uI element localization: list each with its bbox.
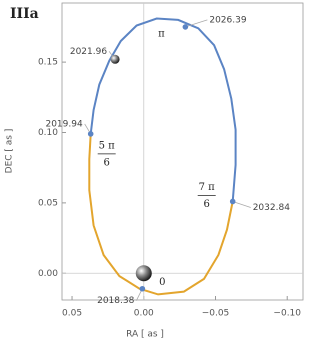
epoch-point	[139, 285, 146, 292]
y-tick-label: 0.10	[38, 128, 58, 138]
y-tick-label: 0.00	[38, 269, 58, 279]
phase-label: π	[158, 28, 165, 39]
epoch-point	[229, 198, 236, 205]
epoch-label: 2026.39	[209, 15, 246, 25]
star	[135, 265, 152, 282]
plot-frame	[61, 2, 304, 301]
x-axis-label: RA [ as ]	[126, 330, 164, 340]
epoch-point	[182, 24, 189, 30]
x-tick-label: 0.05	[62, 309, 82, 319]
x-tick-label: 0.00	[134, 309, 154, 319]
epoch-label: 2019.94	[45, 119, 82, 129]
x-tick-label: −0.10	[273, 309, 301, 319]
epoch-point	[87, 131, 94, 137]
callout-line	[232, 201, 251, 208]
phase-denominator: 6	[204, 199, 210, 210]
orbit-arc	[88, 133, 234, 296]
phase-numerator: 7 π	[199, 182, 216, 193]
y-tick-label: 0.05	[38, 198, 58, 208]
chart-title: IIIa	[10, 6, 39, 22]
phase-label: 0	[159, 277, 165, 288]
callout-line	[185, 19, 208, 28]
phase-denominator: 6	[104, 157, 110, 168]
phase-numerator: 5 π	[99, 140, 116, 151]
epoch-label: 2032.84	[253, 203, 290, 213]
y-tick-label: 0.15	[38, 58, 58, 68]
chart: IIIa RA [ as ] DEC [ as ] 0.05 0.00 −0.05 −…	[5, 2, 304, 340]
planet	[110, 54, 120, 64]
epoch-label: 2021.96	[70, 47, 107, 57]
orbit-arc	[89, 17, 237, 202]
x-tick-label: −0.05	[202, 309, 230, 319]
epoch-label: 2018.38	[97, 296, 134, 306]
y-axis-label: DEC [ as ]	[5, 129, 15, 174]
